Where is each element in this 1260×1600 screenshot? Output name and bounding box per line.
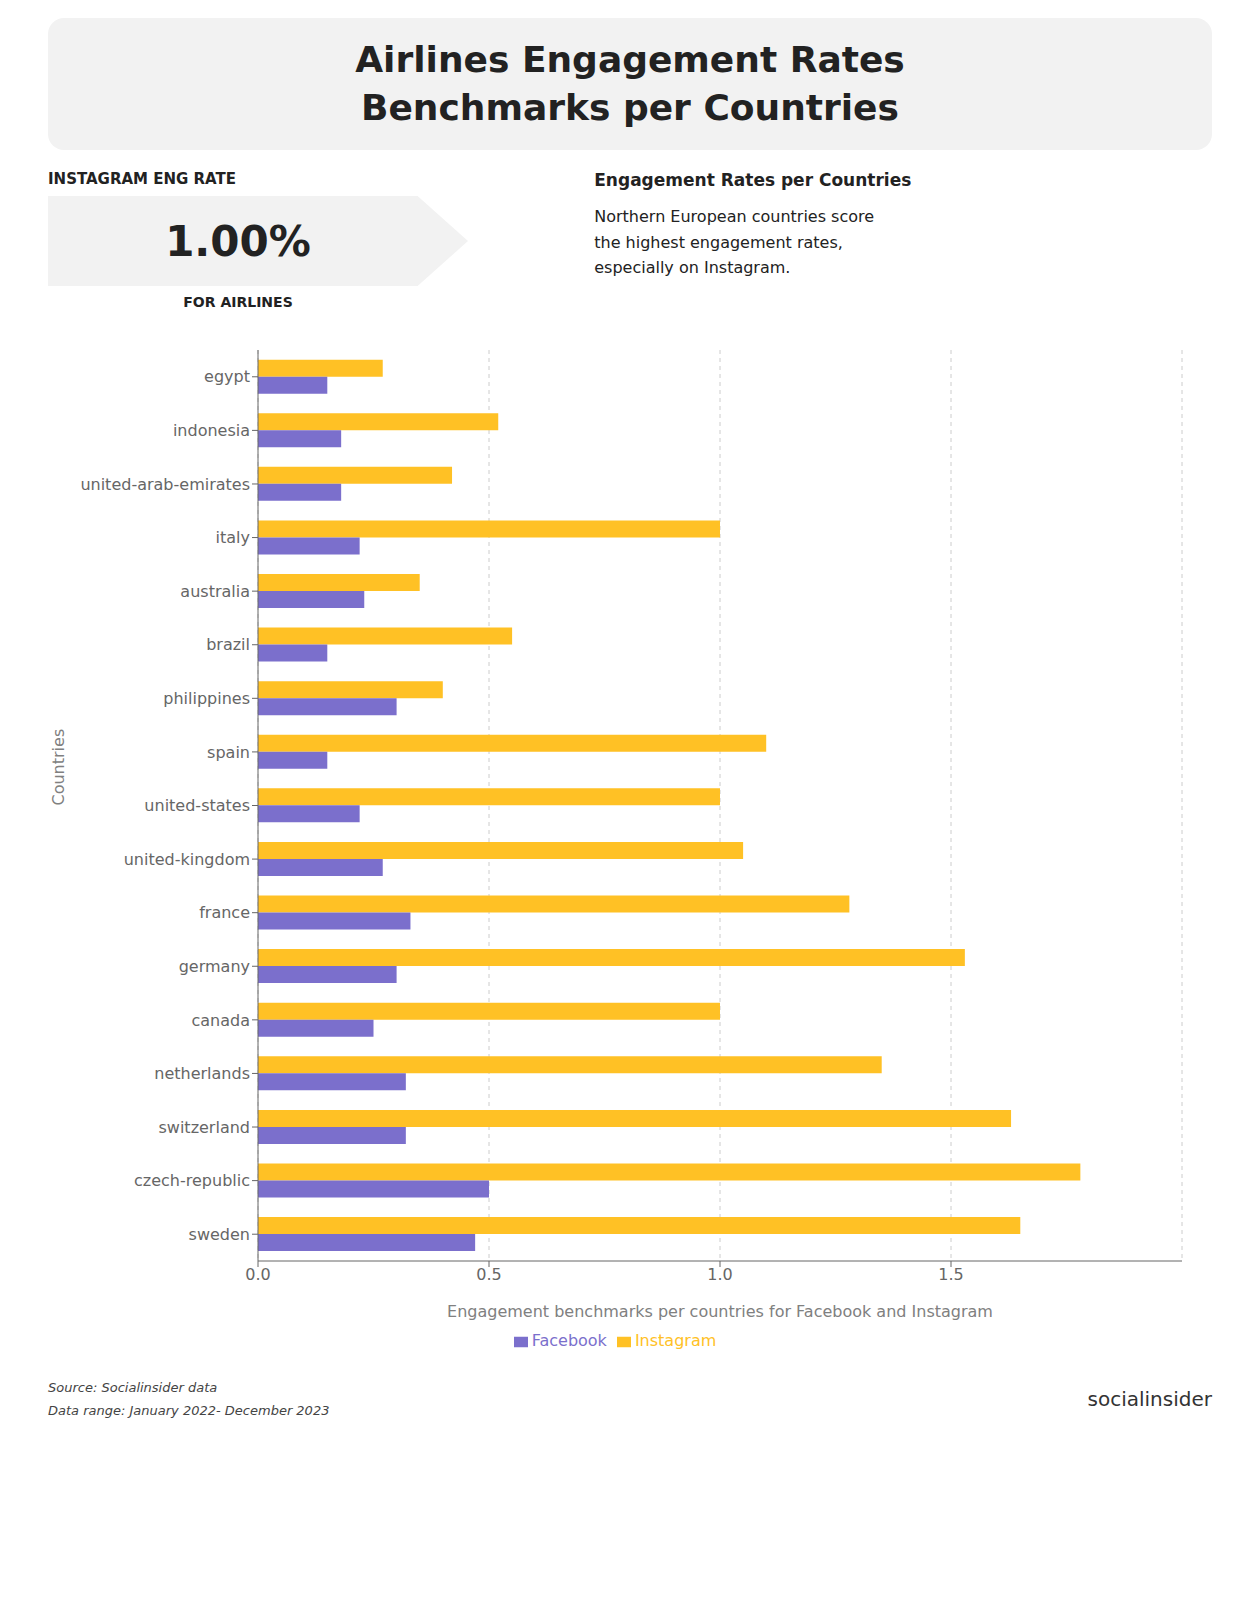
svg-text:united-states: united-states (144, 796, 250, 815)
html-text:1.00%: 1.00% (165, 216, 311, 266)
svg-text:Countries: Countries (49, 729, 68, 806)
svg-text:sweden: sweden (189, 1225, 250, 1244)
html-text:Northern European countries sc: Northern European countries score the hi… (594, 207, 875, 278)
svg-text:switzerland: switzerland (158, 1118, 250, 1137)
svg-text:Engagement benchmarks per coun: Engagement benchmarks per countries for … (447, 1302, 993, 1321)
html-text:Benchmarks per Countries: Benchmarks per Countries (361, 87, 899, 128)
svg-text:indonesia: indonesia (173, 421, 250, 440)
svg-text:spain: spain (207, 743, 250, 762)
svg-text:czech-republic: czech-republic (134, 1171, 250, 1190)
svg-text:france: france (199, 903, 250, 922)
svg-text:netherlands: netherlands (154, 1064, 250, 1083)
svg-text:italy: italy (216, 528, 250, 547)
html-text:Airlines Engagement Rates: Airlines Engagement Rates (355, 39, 905, 80)
svg-text:philippines: philippines (163, 689, 250, 708)
svg-text:brazil: brazil (206, 635, 250, 654)
html-text:Instagram: Instagram (634, 1331, 717, 1350)
svg-text:0.5: 0.5 (476, 1265, 501, 1284)
html-text:Source: Socialinsider data Dat: Source: Socialinsider data Data range: J… (48, 1380, 330, 1419)
svg-text:germany: germany (179, 957, 250, 976)
svg-text:united-kingdom: united-kingdom (124, 850, 250, 869)
svg-text:0.0: 0.0 (245, 1265, 270, 1284)
html-text:social insider: social insider (1087, 1387, 1212, 1412)
html-text:Engagement Rates per Countries: Engagement Rates per Countries (594, 170, 912, 190)
svg-text:egypt: egypt (204, 367, 250, 386)
html-text:INSTAGRAM ENG RATE: INSTAGRAM ENG RATE (48, 170, 236, 188)
html-text:Facebook: Facebook (531, 1331, 607, 1350)
svg-text:1.5: 1.5 (938, 1265, 963, 1284)
svg-text:united-arab-emirates: united-arab-emirates (80, 475, 250, 494)
svg-text:1.0: 1.0 (707, 1265, 732, 1284)
svg-text:australia: australia (180, 582, 250, 601)
html-text:FOR AIRLINES: FOR AIRLINES (183, 294, 293, 310)
svg-text:canada: canada (191, 1011, 250, 1030)
